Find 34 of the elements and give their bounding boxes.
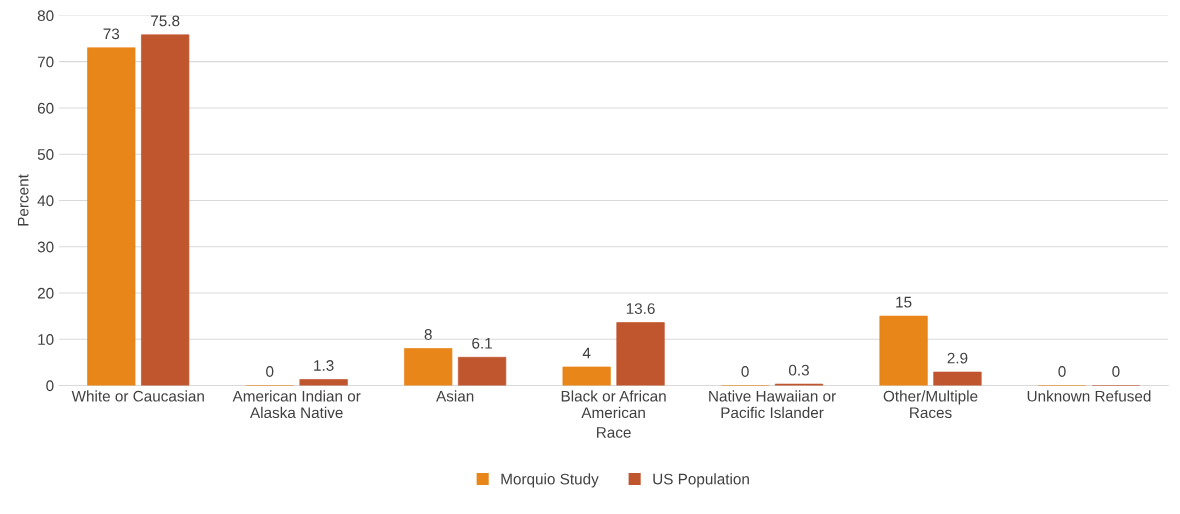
data-label: 2.9 (947, 352, 968, 364)
y-tick-label: 20 (37, 287, 54, 299)
data-label: 8 (424, 329, 432, 340)
y-tick-label: 10 (38, 334, 54, 345)
data-label: 0 (266, 366, 274, 377)
x-tick-label: Asian (436, 390, 474, 402)
data-label: 4 (582, 347, 591, 359)
legend-label: Morquio Study (501, 473, 599, 488)
y-tick-label: 30 (37, 241, 54, 253)
y-tick-label: 40 (37, 195, 54, 207)
data-label: 75.8 (151, 15, 180, 27)
y-axis-title: Percent (17, 174, 29, 226)
data-label: 0 (1058, 366, 1066, 377)
data-label: 0 (1112, 366, 1120, 377)
data-label: 6.1 (472, 337, 492, 349)
y-tick-label: 0 (46, 380, 54, 392)
legend-label: US Population (653, 473, 749, 488)
x-tick-label: White or Caucasian (71, 390, 204, 402)
x-tick-label: Other/Multiple Races (883, 390, 978, 419)
y-tick-label: 80 (37, 10, 54, 22)
x-tick-label: Native Hawaiian or Pacific Islander (709, 390, 836, 419)
y-tick-label: 70 (37, 56, 54, 68)
data-label: 0.3 (788, 364, 809, 376)
data-label: 1.3 (314, 360, 334, 371)
x-axis-title: Race (597, 427, 631, 438)
data-label: 73 (103, 28, 120, 40)
y-tick-label: 50 (37, 149, 54, 160)
y-tick-label: 60 (37, 102, 54, 114)
data-label: 13.6 (626, 303, 655, 315)
x-tick-label: American Indian or Alaska Native (232, 390, 361, 419)
data-label: 0 (741, 366, 749, 377)
data-label: 15 (896, 296, 912, 308)
x-tick-label: Unknown Refused (1027, 390, 1151, 402)
x-tick-label: Black or African American (561, 390, 666, 419)
